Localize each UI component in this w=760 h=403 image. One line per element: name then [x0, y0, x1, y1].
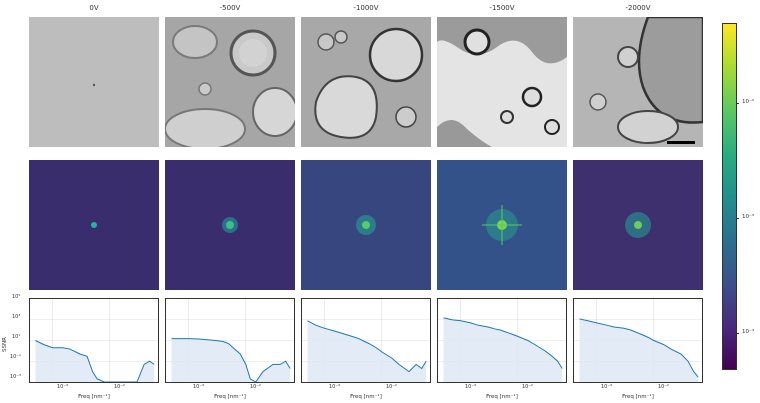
x-tick-label: 10⁻² [250, 384, 262, 390]
y-tick-label: 10⁻³ [10, 374, 22, 380]
ssnr-curve [443, 317, 563, 369]
ssnr-plot-2000v [573, 298, 703, 383]
x-tick-label: 10⁻³ [193, 384, 205, 390]
ssnr-area [171, 338, 291, 382]
colorbar-tick-mark [736, 218, 739, 219]
freq-axis-label: Freq [nm⁻¹] [350, 394, 382, 400]
colorbar-tick-label: 10⁻⁴ [742, 329, 755, 335]
colorbar-tick-mark [736, 103, 739, 104]
ssnr-area [307, 320, 427, 382]
micrograph-1500v [437, 17, 567, 147]
spectrum-0v [29, 160, 159, 290]
ssnr-area [579, 318, 699, 382]
colorbar-tick-label: 10⁻² [742, 99, 755, 105]
column-title-0v: 0V [89, 4, 99, 12]
micrograph-500v [165, 17, 295, 147]
x-tick-label: 10⁻³ [465, 384, 477, 390]
ssnr-axis-label: SSNR [2, 337, 8, 352]
spectrum-500v [165, 160, 295, 290]
x-tick-label: 10⁻³ [601, 384, 613, 390]
ssnr-plot-500v [165, 298, 295, 383]
freq-axis-label: Freq [nm⁻¹] [486, 394, 518, 400]
spectrum-1000v [301, 160, 431, 290]
y-tick-label: 10⁵ [12, 294, 21, 300]
scale-bar [667, 141, 695, 144]
ssnr-area [443, 317, 563, 382]
column-title-1500v: -1500V [489, 4, 515, 12]
column-title-500v: -500V [219, 4, 241, 12]
freq-axis-label: Freq [nm⁻¹] [622, 394, 654, 400]
ssnr-plot-1500v [437, 298, 567, 383]
y-tick-label: 10¹ [12, 334, 21, 340]
ssnr-plot-1000v [301, 298, 431, 383]
column-title-1000v: -1000V [353, 4, 379, 12]
freq-axis-label: Freq [nm⁻¹] [78, 394, 110, 400]
x-tick-label: 10⁻³ [329, 384, 341, 390]
micrograph-0v [29, 17, 159, 147]
ssnr-curve [307, 320, 427, 373]
colorbar-tick-mark [736, 333, 739, 334]
ssnr-curve [579, 318, 699, 378]
x-tick-label: 10⁻² [522, 384, 534, 390]
micrograph-1000v [301, 17, 431, 147]
ssnr-curve [171, 338, 291, 383]
freq-axis-label: Freq [nm⁻¹] [214, 394, 246, 400]
x-tick-label: 10⁻² [386, 384, 398, 390]
colorbar-tick-label: 10⁻³ [742, 214, 755, 220]
ssnr-curve [35, 340, 155, 383]
ssnr-area [35, 340, 155, 382]
micrograph-2000v [573, 17, 703, 147]
colorbar [722, 23, 737, 370]
spectrum-2000v [573, 160, 703, 290]
x-tick-label: 10⁻³ [57, 384, 69, 390]
x-tick-label: 10⁻² [658, 384, 670, 390]
ssnr-plot-0v [29, 298, 159, 383]
y-tick-label: 10³ [12, 314, 21, 320]
x-tick-label: 10⁻² [114, 384, 126, 390]
column-title-2000v: -2000V [625, 4, 651, 12]
spectrum-1500v [437, 160, 567, 290]
y-tick-label: 10⁻¹ [10, 354, 22, 360]
